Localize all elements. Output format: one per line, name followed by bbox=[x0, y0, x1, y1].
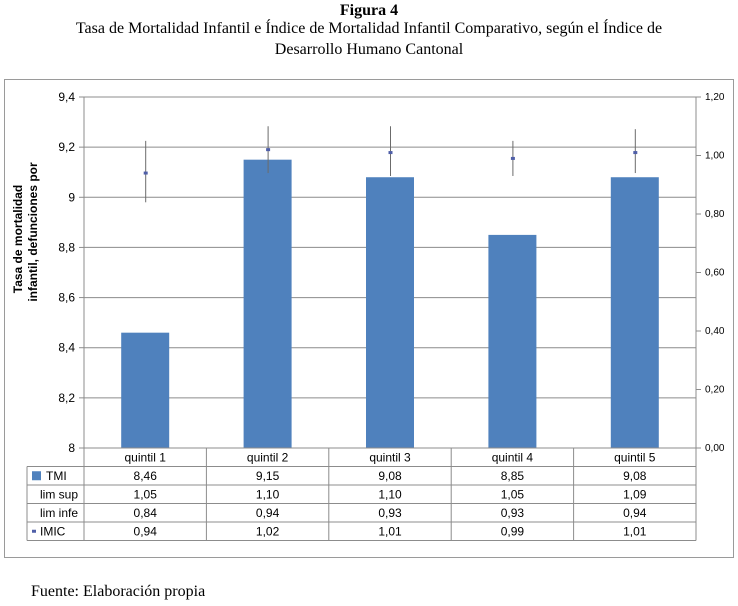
y-axis-label-line-2: infantil, defunciones por bbox=[26, 162, 40, 302]
table-cell-value: 1,05 bbox=[134, 487, 158, 501]
table-cell-value: 0,94 bbox=[623, 506, 647, 520]
y-left-tick-label: 8,2 bbox=[58, 391, 75, 405]
axes: 8 8,2 8,4 8,6 8,8 9 9,2 9,4 0,00 0,20 0,40 0,60 0,80… bbox=[58, 90, 725, 455]
table-cell-value: 8,46 bbox=[134, 469, 158, 483]
table-cell-value: 0,94 bbox=[256, 506, 280, 520]
table-cell-value: 1,01 bbox=[623, 524, 647, 538]
y-right-tick-label: 0,20 bbox=[705, 385, 725, 396]
imic-marker-2 bbox=[266, 148, 271, 152]
y-right-tick-label: 0,00 bbox=[705, 443, 725, 454]
y-left-tick-label: 9 bbox=[68, 190, 75, 204]
y-left-tick-label: 8 bbox=[68, 441, 75, 455]
category-label: quintil 4 bbox=[492, 451, 534, 465]
y-right-tick-label: 0,80 bbox=[705, 209, 725, 220]
y-right-tick-label: 1,20 bbox=[705, 92, 725, 103]
y-right-tick-label: 1,00 bbox=[705, 151, 725, 162]
data-table: quintil 1 quintil 2 quintil 3 quintil 4 quin… bbox=[26, 447, 697, 541]
chart-frame bbox=[4, 79, 734, 558]
bar-tmi-3 bbox=[366, 177, 414, 448]
table-cell-value: 9,08 bbox=[623, 469, 647, 483]
table-cell-value: 0,93 bbox=[501, 506, 525, 520]
table-cell-value: 1,01 bbox=[378, 524, 402, 538]
table-cell-value: 1,10 bbox=[378, 487, 402, 501]
legend-key-imic bbox=[32, 529, 36, 533]
table-cell-value: 9,08 bbox=[378, 469, 402, 483]
table-cell-value: 0,84 bbox=[134, 506, 158, 520]
table-cell-value: 8,85 bbox=[501, 469, 525, 483]
figure-label: Figura 4 bbox=[339, 2, 399, 19]
legend-label: IMIC bbox=[40, 524, 66, 538]
bar-tmi-1 bbox=[121, 332, 170, 448]
error-bars bbox=[143, 126, 638, 203]
imic-marker-4 bbox=[510, 156, 515, 160]
y-axis-label-line-1: Tasa de mortalidad bbox=[11, 185, 25, 293]
table-cell-value: 1,09 bbox=[623, 487, 647, 501]
table-cell-value: 9,15 bbox=[256, 469, 280, 483]
category-label: quintil 3 bbox=[369, 451, 411, 465]
legend-label: lim infe bbox=[40, 506, 78, 520]
y-left-tick-label: 9,2 bbox=[58, 140, 75, 154]
y-left-tick-label: 8,8 bbox=[58, 240, 75, 254]
legend-label: lim sup bbox=[40, 487, 78, 501]
imic-marker-5 bbox=[633, 151, 638, 155]
bar-tmi-4 bbox=[488, 234, 537, 448]
chart-title-line-2: Desarrollo Humano Cantonal bbox=[274, 41, 464, 58]
bars bbox=[121, 159, 659, 448]
y-left-tick-label: 8,6 bbox=[58, 291, 75, 305]
category-label: quintil 1 bbox=[125, 451, 167, 465]
imic-marker-3 bbox=[388, 151, 393, 155]
bar-tmi-5 bbox=[610, 177, 659, 448]
imic-marker-1 bbox=[143, 171, 148, 175]
category-label: quintil 2 bbox=[247, 451, 289, 465]
table-cell-value: 0,93 bbox=[378, 506, 402, 520]
table-cell-value: 1,02 bbox=[256, 524, 280, 538]
table-cell-value: 0,99 bbox=[501, 524, 525, 538]
chart-title-line-1: Tasa de Mortalidad Infantil e Índice de … bbox=[75, 20, 663, 37]
category-label: quintil 5 bbox=[614, 451, 656, 465]
legend-key-tmi bbox=[32, 471, 41, 481]
y-right-tick-label: 0,60 bbox=[705, 268, 725, 279]
y-left-tick-label: 9,4 bbox=[58, 90, 75, 104]
legend-label: TMI bbox=[46, 469, 67, 483]
table-cell-value: 1,10 bbox=[256, 487, 280, 501]
y-left-tick-label: 8,4 bbox=[58, 341, 75, 355]
y-right-tick-label: 0,40 bbox=[705, 326, 725, 337]
source-note: Fuente: Elaboración propia bbox=[31, 583, 206, 600]
bar-tmi-2 bbox=[243, 159, 292, 448]
table-cell-value: 1,05 bbox=[501, 487, 525, 501]
table-cell-value: 0,94 bbox=[134, 524, 158, 538]
